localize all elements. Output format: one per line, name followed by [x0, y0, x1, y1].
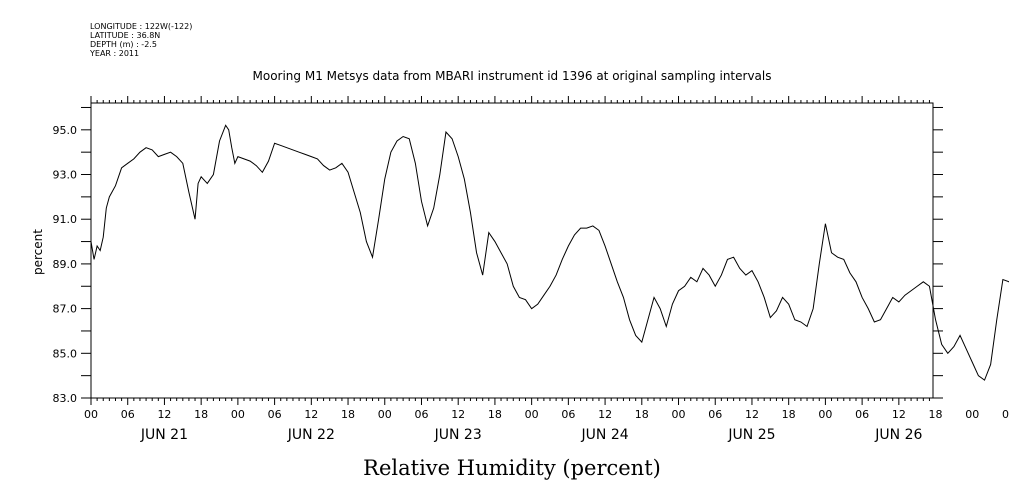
x-axis-label: Relative Humidity (percent) — [363, 456, 661, 480]
x-tick-label: 12 — [157, 408, 171, 421]
day-label: JUN 25 — [727, 427, 775, 443]
tick-group — [81, 96, 943, 405]
x-tick-label: 18 — [488, 408, 502, 421]
y-tick-label: 93.0 — [53, 169, 78, 182]
metadata-depth: DEPTH (m) : -2.5 — [90, 40, 157, 49]
x-tick-label: 00 — [525, 408, 539, 421]
x-tick-label: 00 — [84, 408, 98, 421]
y-tick-label: 95.0 — [53, 124, 78, 137]
plot-frame — [90, 102, 934, 399]
day-label: JUN 22 — [287, 427, 335, 443]
x-tick-label: 00 — [672, 408, 686, 421]
x-tick-label: 06 — [561, 408, 575, 421]
x-tick-label: 06 — [268, 408, 282, 421]
chart-title: Mooring M1 Metsys data from MBARI instru… — [253, 69, 772, 83]
day-label: JUN 26 — [874, 427, 922, 443]
y-tick-label: 89.0 — [53, 258, 78, 271]
x-tick-label: 18 — [194, 408, 208, 421]
x-tick-labels: 00 06 12 18 00 06 12 18 00 06 12 18 00 06 12 18 00 06 12 18… — [84, 408, 1009, 421]
day-label: JUN 24 — [581, 427, 629, 443]
metadata-longitude: LONGITUDE : 122W(-122) — [90, 22, 193, 31]
day-label: JUN 21 — [140, 427, 188, 443]
x-tick-label: 12 — [304, 408, 318, 421]
x-tick-label: 00 — [378, 408, 392, 421]
x-tick-label: 06 — [414, 408, 428, 421]
y-axis-label: percent — [31, 229, 45, 275]
x-tick-label: 00 — [965, 408, 979, 421]
y-tick-labels: 83.0 85.0 87.0 89.0 91.0 93.0 95.0 — [53, 124, 78, 405]
metadata-block: LONGITUDE : 122W(-122) LATITUDE : 36.8N … — [90, 22, 192, 58]
y-tick-label: 85.0 — [53, 347, 78, 360]
x-tick-label: 12 — [451, 408, 465, 421]
x-tick-label: 18 — [341, 408, 355, 421]
x-tick-label: 12 — [745, 408, 759, 421]
x-tick-label: 06 — [121, 408, 135, 421]
x-tick-label: 18 — [782, 408, 796, 421]
x-tick-label: 12 — [892, 408, 906, 421]
x-tick-label: 06 — [855, 408, 869, 421]
x-tick-label: 18 — [635, 408, 649, 421]
x-tick-label: 06 — [1002, 408, 1009, 421]
y-tick-label: 87.0 — [53, 303, 78, 316]
x-tick-label: 00 — [818, 408, 832, 421]
y-tick-label: 83.0 — [53, 392, 78, 405]
y-tick-label: 91.0 — [53, 213, 78, 226]
metadata-year: YEAR : 2011 — [90, 49, 140, 58]
x-tick-label: 18 — [929, 408, 943, 421]
x-tick-label: 00 — [231, 408, 245, 421]
humidity-series-line — [90, 124, 1009, 381]
x-tick-label: 06 — [708, 408, 722, 421]
x-tick-label: 12 — [598, 408, 612, 421]
day-label: JUN 23 — [434, 427, 482, 443]
metadata-latitude: LATITUDE : 36.8N — [90, 31, 161, 40]
